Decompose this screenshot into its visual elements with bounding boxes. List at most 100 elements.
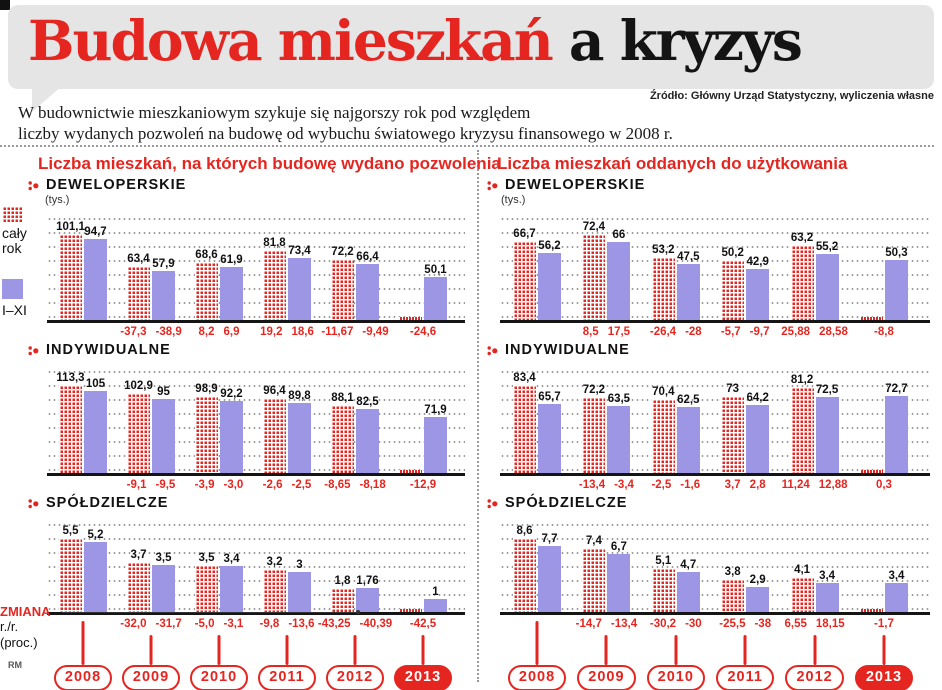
change-slot-2008	[59, 323, 107, 339]
bar-value-label: 4,7	[680, 558, 697, 571]
bar-group-2012: 1,8 1,76	[331, 575, 379, 612]
chart-section-spółdzielcze: SPÓŁDZIELCZE 5,5 5,2 3,7 3,5 3,5 3,4 3,2 3 1,8 1,7…	[0, 494, 470, 631]
section-header: DEWELOPERSKIE	[28, 176, 470, 194]
change-value: -1,6	[680, 479, 701, 491]
section-label: DEWELOPERSKIE	[46, 177, 187, 193]
bar-jan-nov: 92,2	[220, 388, 243, 473]
bar-full-year: 113,3	[56, 372, 85, 473]
column-title-permits: Liczba mieszkań, na których budowę wydan…	[38, 154, 501, 173]
bar-full-year: 3,2	[263, 556, 286, 612]
change-slot-2011: -9,8 -13,6	[259, 615, 314, 631]
bar-value-label: 3,7	[130, 549, 147, 562]
bar-group-2009: 72,4 66	[582, 221, 631, 320]
change-value: -2,5	[291, 479, 312, 491]
year-slot-2012: 2012	[325, 635, 385, 690]
year-slot-2010: 2010	[189, 635, 249, 690]
year-connector	[535, 621, 539, 665]
bar-value-label: 3,5	[155, 551, 172, 564]
bar-group-2010: 5,1 4,7	[651, 555, 700, 612]
bar-group-2010: 68,6 61,9	[195, 249, 243, 320]
legend-swatch-jan-nov	[2, 279, 23, 300]
change-slot-2013: -12,9	[399, 476, 447, 492]
year-slot-2009: 2009	[121, 635, 181, 690]
year-slot-2013: 2013	[854, 635, 914, 690]
bar-value-label: 3,4	[819, 569, 836, 582]
source-note: Źródło: Główny Urząd Statystyczny, wylic…	[649, 90, 934, 102]
intro-line-2: liczby wydanych pozwoleń na budowę od wy…	[18, 124, 673, 144]
year-connector	[604, 635, 608, 665]
section-header: INDYWIDUALNE	[487, 341, 942, 359]
vertical-dotted-divider	[477, 150, 479, 682]
section-dots-icon	[487, 345, 498, 355]
bar-full-year: 70,4	[651, 386, 675, 473]
change-value: -13,4	[578, 479, 606, 491]
change-value: 28,58	[819, 326, 848, 338]
change-value: -14,7	[575, 618, 602, 630]
bar-jan-nov: 3	[288, 559, 311, 612]
bar-stub-partial-year	[859, 609, 883, 612]
year-slot-2013: 2013	[393, 635, 453, 690]
legend-swatch-full-year	[2, 206, 23, 222]
change-value: -8,65	[324, 479, 351, 491]
year-connector	[285, 635, 289, 665]
change-value: 8,5	[582, 326, 599, 338]
bar-jan-nov: 61,9	[220, 254, 243, 320]
change-value: -9,49	[362, 326, 389, 338]
bar-full-year: 5,5	[59, 525, 82, 612]
year-pill-2012: 2012	[785, 665, 844, 690]
legend-label-full-year: cały rok	[2, 225, 27, 256]
bar-full-year: 5,1	[651, 555, 675, 612]
bar-jan-nov: 5,2	[84, 529, 107, 612]
bar-full-year: 72,4	[582, 221, 606, 320]
change-slot-2009: 8,5 17,5	[582, 323, 630, 339]
bar-group-2011: 96,4 89,8	[263, 385, 311, 473]
bar-value-label: 66,4	[356, 250, 379, 263]
section-label: SPÓŁDZIELCZE	[505, 495, 628, 511]
section-label: INDYWIDUALNE	[505, 342, 630, 358]
change-note-line2: r./r.	[0, 619, 19, 635]
bar-full-year: 83,4	[513, 372, 536, 473]
bar-group-2013: 50,1	[399, 264, 447, 320]
bar-value-label: 98,9	[195, 383, 218, 396]
change-slot-2011: -5,7 -9,7	[720, 323, 770, 339]
bar-group-2008: 101,1 94,7	[56, 221, 107, 320]
bar-value-label: 72,4	[582, 221, 606, 233]
bar-value-label: 3,4	[223, 553, 240, 566]
change-value: 25,88	[781, 326, 811, 338]
change-value: -38,9	[155, 326, 182, 338]
change-value: -13,4	[610, 618, 638, 630]
bar-full-year: 63,2	[790, 232, 814, 320]
change-value: 11,24	[781, 479, 810, 491]
change-value: 12,88	[818, 479, 848, 491]
bar-value-label: 1,8	[334, 574, 351, 587]
bar-value-label: 72,2	[582, 383, 606, 396]
bar-group-2013: 3,4	[859, 570, 908, 612]
section-header: INDYWIDUALNE	[28, 341, 470, 359]
year-pill-2011: 2011	[716, 665, 774, 690]
bar-value-label: 113,3	[56, 372, 85, 384]
change-slot-2008	[513, 476, 561, 492]
bar-full-year: 50,2	[721, 247, 745, 320]
unit-label: (tys.)	[45, 194, 70, 206]
change-value: -30	[685, 618, 702, 630]
bar-jan-nov: 1	[424, 586, 447, 612]
column-completions-sections: DEWELOPERSKIE (tys.) 66,7 56,2 72,4 66 53,2 47,…	[477, 176, 942, 631]
bar-group-2010: 70,4 62,5	[651, 386, 700, 473]
year-axis-permits: 2008 2009 2010 2011 2012 2013	[47, 621, 465, 690]
change-value: -2,6	[262, 479, 283, 491]
bar-value-label: 57,9	[152, 257, 175, 270]
change-slot-2010: -3,9 -3,0	[195, 476, 244, 492]
change-value: -5,7	[720, 326, 741, 338]
bar-jan-nov: 73,4	[288, 245, 311, 320]
bar-value-label: 96,4	[263, 385, 286, 398]
change-slot-2013: -8,8	[860, 323, 908, 339]
bar-group-2013: 71,9	[399, 404, 447, 473]
bar-full-year: 102,9	[124, 380, 153, 473]
bar-jan-nov: 62,5	[676, 394, 700, 473]
bar-value-label: 72,7	[885, 383, 908, 396]
bar-value-label: 3,5	[198, 551, 215, 564]
change-value: 6,9	[223, 326, 240, 338]
change-note-title: ZMIANA	[0, 604, 51, 619]
bar-jan-nov: 72,7	[884, 383, 908, 473]
